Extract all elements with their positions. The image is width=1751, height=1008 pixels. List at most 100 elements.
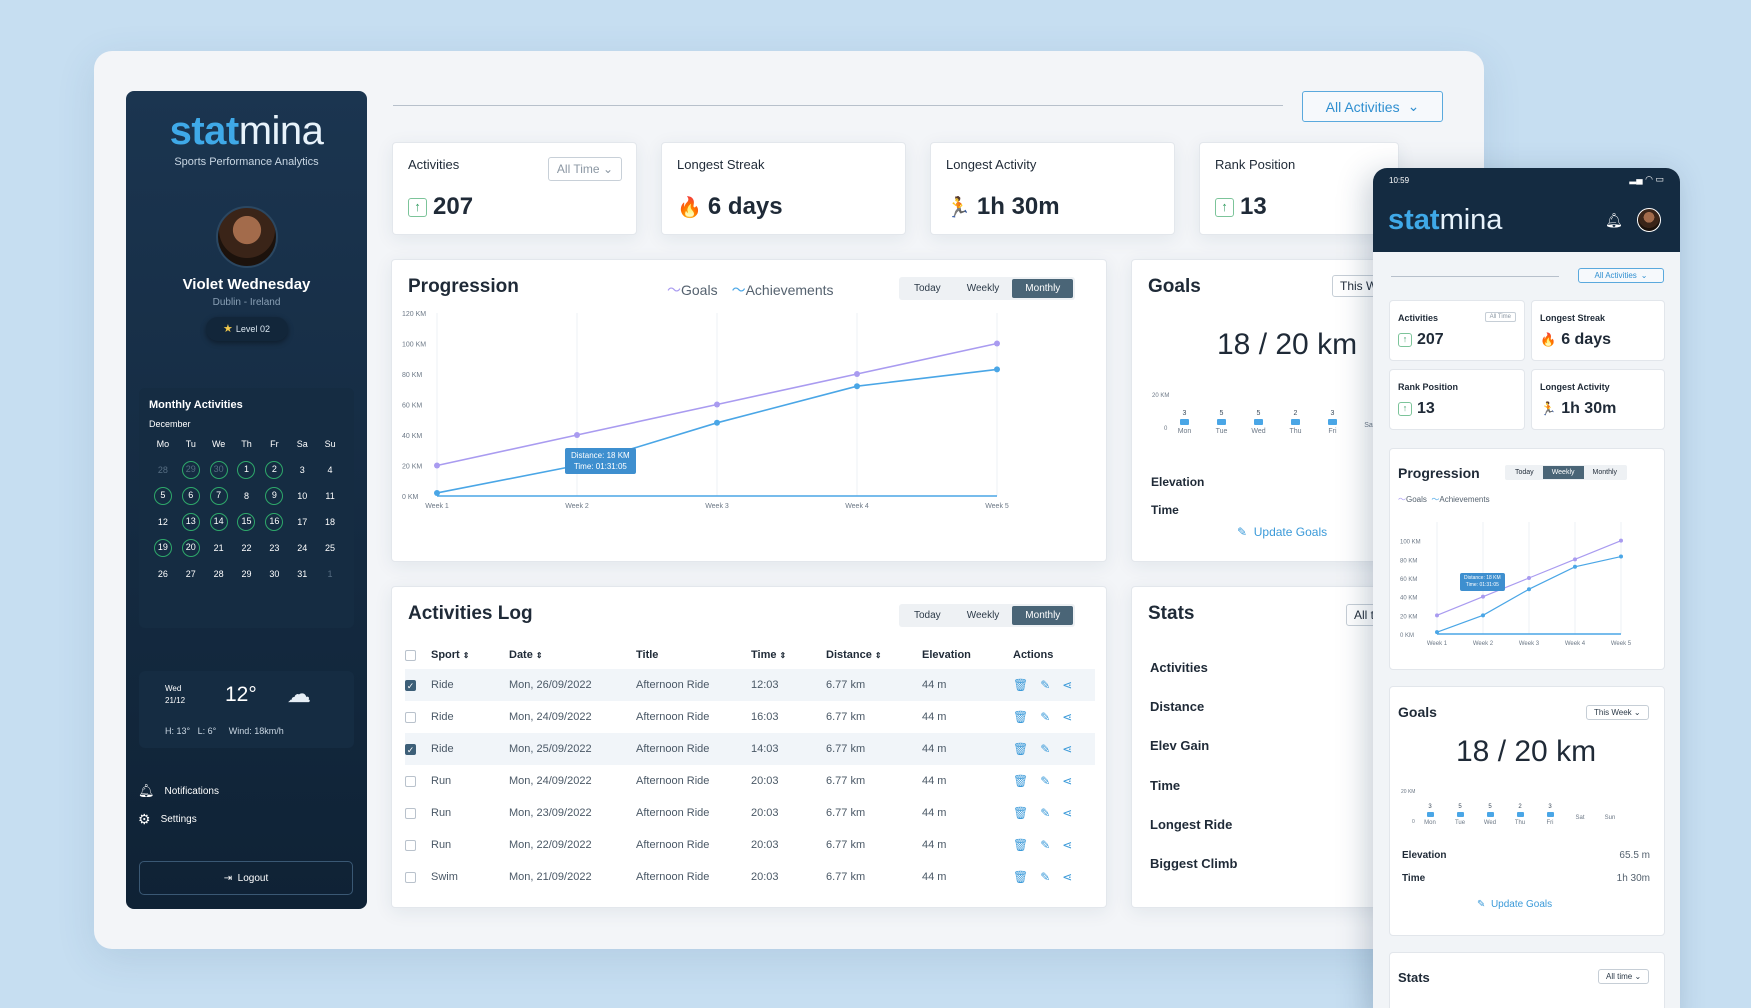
- header-distance[interactable]: Distance ⇕: [826, 649, 882, 661]
- mobile-update-goals-button[interactable]: ✎ Update Goals: [1477, 899, 1553, 910]
- data-point[interactable]: [434, 489, 440, 496]
- calendar-day[interactable]: 14: [205, 513, 233, 531]
- data-point[interactable]: [714, 419, 720, 426]
- select-all-checkbox[interactable]: [405, 649, 416, 661]
- calendar-day[interactable]: 9: [260, 487, 288, 505]
- data-point[interactable]: [574, 432, 580, 438]
- pencil-icon[interactable]: ✎: [1040, 742, 1063, 756]
- pencil-icon[interactable]: ✎: [1040, 806, 1063, 820]
- data-point[interactable]: [1619, 538, 1623, 543]
- data-point[interactable]: [1619, 554, 1623, 559]
- calendar-day[interactable]: 24: [297, 543, 308, 553]
- table-row[interactable]: ✓ Ride Mon, 25/09/2022 Afternoon Ride 14:03 6…: [405, 733, 1095, 765]
- share-icon[interactable]: ⋖: [1062, 806, 1085, 820]
- pencil-icon[interactable]: ✎: [1040, 710, 1063, 724]
- calendar-day[interactable]: 15: [233, 513, 261, 531]
- tab-monthly[interactable]: Monthly: [1012, 279, 1074, 298]
- tab-today[interactable]: Today: [914, 610, 941, 621]
- trash-icon[interactable]: 🗑︎: [1013, 678, 1041, 692]
- calendar-day[interactable]: 28: [213, 569, 224, 579]
- calendar-day[interactable]: 29: [241, 569, 252, 579]
- calendar-day[interactable]: 20: [177, 539, 205, 557]
- pencil-icon[interactable]: ✎: [1040, 678, 1063, 692]
- data-point[interactable]: [1481, 613, 1485, 618]
- nav-settings[interactable]: ⚙ Settings: [138, 811, 197, 827]
- data-point[interactable]: [714, 401, 720, 408]
- update-goals-button[interactable]: ✎ Update Goals: [1237, 525, 1328, 539]
- logout-button[interactable]: ⇥ Logout: [139, 861, 353, 895]
- row-checkbox[interactable]: ✓: [405, 743, 416, 755]
- pencil-icon[interactable]: ✎: [1040, 838, 1063, 852]
- tab-monthly[interactable]: Monthly: [1592, 469, 1618, 476]
- data-point[interactable]: [994, 340, 1000, 347]
- activity-filter-dropdown[interactable]: All Activities ⌄: [1302, 91, 1443, 122]
- tab-weekly[interactable]: Weekly: [966, 283, 1000, 294]
- calendar-day[interactable]: 1: [327, 569, 333, 579]
- mobile-stats-range[interactable]: All time ⌄: [1598, 969, 1650, 984]
- header-time[interactable]: Time ⇕: [751, 649, 787, 661]
- calendar-day[interactable]: 4: [327, 465, 333, 475]
- data-point[interactable]: [1435, 630, 1439, 635]
- share-icon[interactable]: ⋖: [1062, 710, 1085, 724]
- row-checkbox[interactable]: [405, 807, 416, 819]
- calendar-day[interactable]: 16: [260, 513, 288, 531]
- table-row[interactable]: Ride Mon, 24/09/2022 Afternoon Ride 16:03 6.…: [405, 701, 1095, 733]
- table-row[interactable]: Swim Mon, 21/09/2022 Afternoon Ride 20:03 6.…: [405, 861, 1095, 893]
- calendar-day[interactable]: 30: [205, 461, 233, 479]
- pencil-icon[interactable]: ✎: [1040, 774, 1063, 788]
- row-checkbox[interactable]: [405, 711, 416, 723]
- calendar-day[interactable]: 17: [297, 517, 308, 527]
- calendar-day[interactable]: 5: [149, 487, 177, 505]
- calendar-day[interactable]: 29: [177, 461, 205, 479]
- nav-notifications[interactable]: 🔔︎ Notifications: [138, 783, 219, 798]
- calendar-day[interactable]: 27: [185, 569, 196, 579]
- calendar-day[interactable]: 28: [157, 465, 168, 475]
- tab-today[interactable]: Today: [914, 283, 941, 294]
- row-checkbox[interactable]: ✓: [405, 679, 416, 691]
- trash-icon[interactable]: 🗑︎: [1013, 774, 1041, 788]
- calendar-day[interactable]: 10: [297, 491, 308, 501]
- mobile-goals-range[interactable]: This Week ⌄: [1586, 705, 1649, 720]
- data-point[interactable]: [854, 383, 860, 390]
- calendar-day[interactable]: 21: [213, 543, 224, 553]
- avatar[interactable]: [215, 206, 278, 268]
- row-checkbox[interactable]: [405, 775, 416, 787]
- share-icon[interactable]: ⋖: [1062, 774, 1085, 788]
- calendar-day[interactable]: 30: [269, 569, 280, 579]
- share-icon[interactable]: ⋖: [1062, 838, 1085, 852]
- calendar-day[interactable]: 18: [325, 517, 336, 527]
- calendar-day[interactable]: 26: [157, 569, 168, 579]
- table-row[interactable]: ✓ Ride Mon, 26/09/2022 Afternoon Ride 12:03 6…: [405, 669, 1095, 701]
- trash-icon[interactable]: 🗑︎: [1013, 710, 1041, 724]
- table-row[interactable]: Run Mon, 24/09/2022 Afternoon Ride 20:03 6.7…: [405, 765, 1095, 797]
- data-point[interactable]: [854, 371, 860, 377]
- data-point[interactable]: [1573, 557, 1577, 562]
- share-icon[interactable]: ⋖: [1062, 870, 1085, 884]
- calendar-day[interactable]: 22: [241, 543, 252, 553]
- table-row[interactable]: Run Mon, 23/09/2022 Afternoon Ride 20:03 6.7…: [405, 797, 1095, 829]
- table-row[interactable]: Run Mon, 22/09/2022 Afternoon Ride 20:03 6.7…: [405, 829, 1095, 861]
- tab-weekly[interactable]: Weekly: [1542, 466, 1584, 479]
- calendar-day[interactable]: 23: [269, 543, 280, 553]
- data-point[interactable]: [1573, 564, 1577, 569]
- tab-monthly[interactable]: Monthly: [1012, 606, 1074, 625]
- calendar-day[interactable]: 1: [233, 461, 261, 479]
- bell-icon[interactable]: 🔔︎: [1605, 212, 1623, 228]
- row-checkbox[interactable]: [405, 839, 416, 851]
- mobile-activity-filter[interactable]: All Activities ⌄: [1578, 268, 1664, 283]
- header-sport[interactable]: Sport ⇕: [431, 649, 470, 661]
- calendar-day[interactable]: 13: [177, 513, 205, 531]
- calendar-day[interactable]: 19: [149, 539, 177, 557]
- calendar-day[interactable]: 2: [260, 461, 288, 479]
- tab-weekly[interactable]: Weekly: [966, 610, 1000, 621]
- calendar-day[interactable]: 7: [205, 487, 233, 505]
- share-icon[interactable]: ⋖: [1062, 678, 1085, 692]
- calendar-day[interactable]: 6: [177, 487, 205, 505]
- trash-icon[interactable]: 🗑︎: [1013, 742, 1041, 756]
- trash-icon[interactable]: 🗑︎: [1013, 870, 1041, 884]
- mobile-avatar[interactable]: [1637, 208, 1661, 232]
- calendar-day[interactable]: 8: [243, 491, 249, 501]
- calendar-day[interactable]: 25: [325, 543, 336, 553]
- header-date[interactable]: Date ⇕: [509, 649, 543, 661]
- share-icon[interactable]: ⋖: [1062, 742, 1085, 756]
